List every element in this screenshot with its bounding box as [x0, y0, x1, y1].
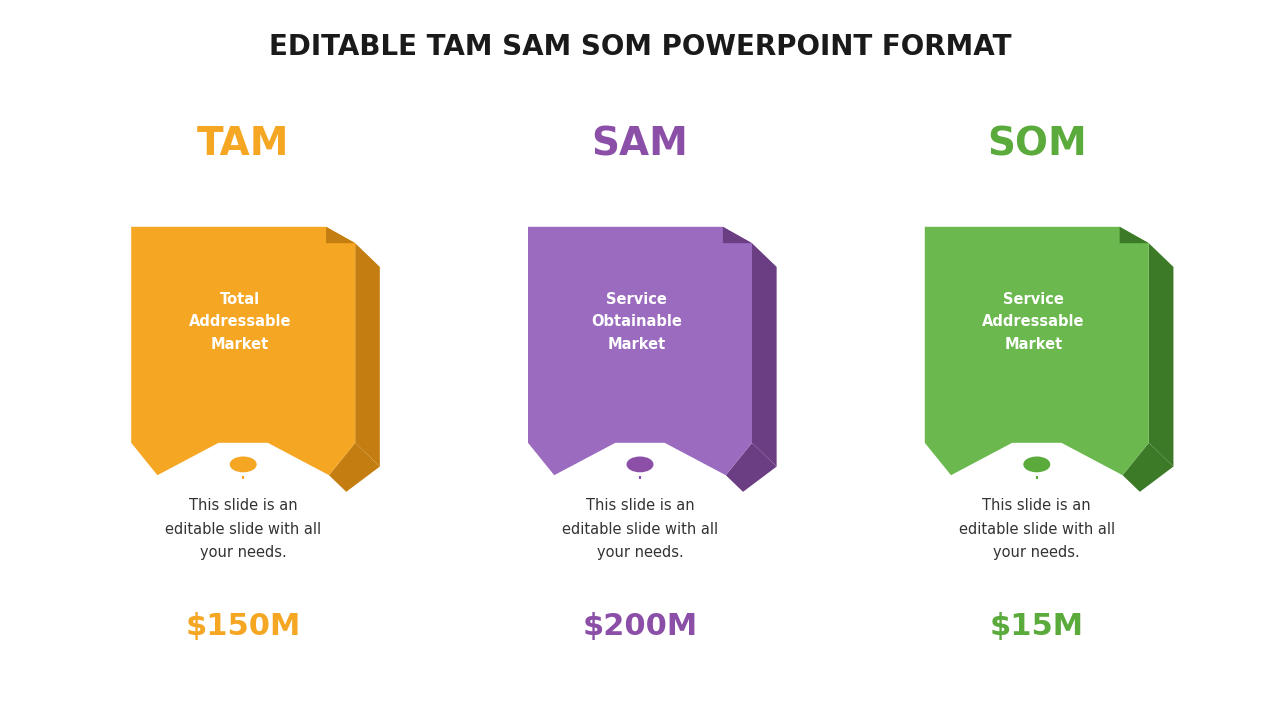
Text: $200M: $200M [582, 612, 698, 641]
Polygon shape [1149, 243, 1174, 467]
Polygon shape [1123, 443, 1174, 492]
Polygon shape [925, 227, 1149, 475]
Text: This slide is an
editable slide with all
your needs.: This slide is an editable slide with all… [562, 498, 718, 560]
Polygon shape [326, 227, 355, 243]
Circle shape [627, 457, 653, 472]
Text: This slide is an
editable slide with all
your needs.: This slide is an editable slide with all… [165, 498, 321, 560]
Circle shape [230, 457, 256, 472]
Polygon shape [1120, 227, 1149, 243]
Text: Total
Addressable
Market: Total Addressable Market [188, 292, 291, 351]
Polygon shape [132, 227, 355, 475]
Text: Service
Addressable
Market: Service Addressable Market [982, 292, 1084, 351]
Polygon shape [726, 443, 777, 492]
Text: Service
Obtainable
Market: Service Obtainable Market [591, 292, 682, 351]
Text: SAM: SAM [591, 125, 689, 163]
Polygon shape [329, 443, 380, 492]
Text: $15M: $15M [989, 612, 1084, 641]
Text: SOM: SOM [987, 125, 1087, 163]
Text: $150M: $150M [186, 612, 301, 641]
Text: TAM: TAM [197, 125, 289, 163]
Polygon shape [753, 243, 777, 467]
Polygon shape [723, 227, 753, 243]
Polygon shape [529, 227, 753, 475]
Text: EDITABLE TAM SAM SOM POWERPOINT FORMAT: EDITABLE TAM SAM SOM POWERPOINT FORMAT [269, 33, 1011, 60]
Text: This slide is an
editable slide with all
your needs.: This slide is an editable slide with all… [959, 498, 1115, 560]
Circle shape [1024, 457, 1050, 472]
Polygon shape [355, 243, 380, 467]
